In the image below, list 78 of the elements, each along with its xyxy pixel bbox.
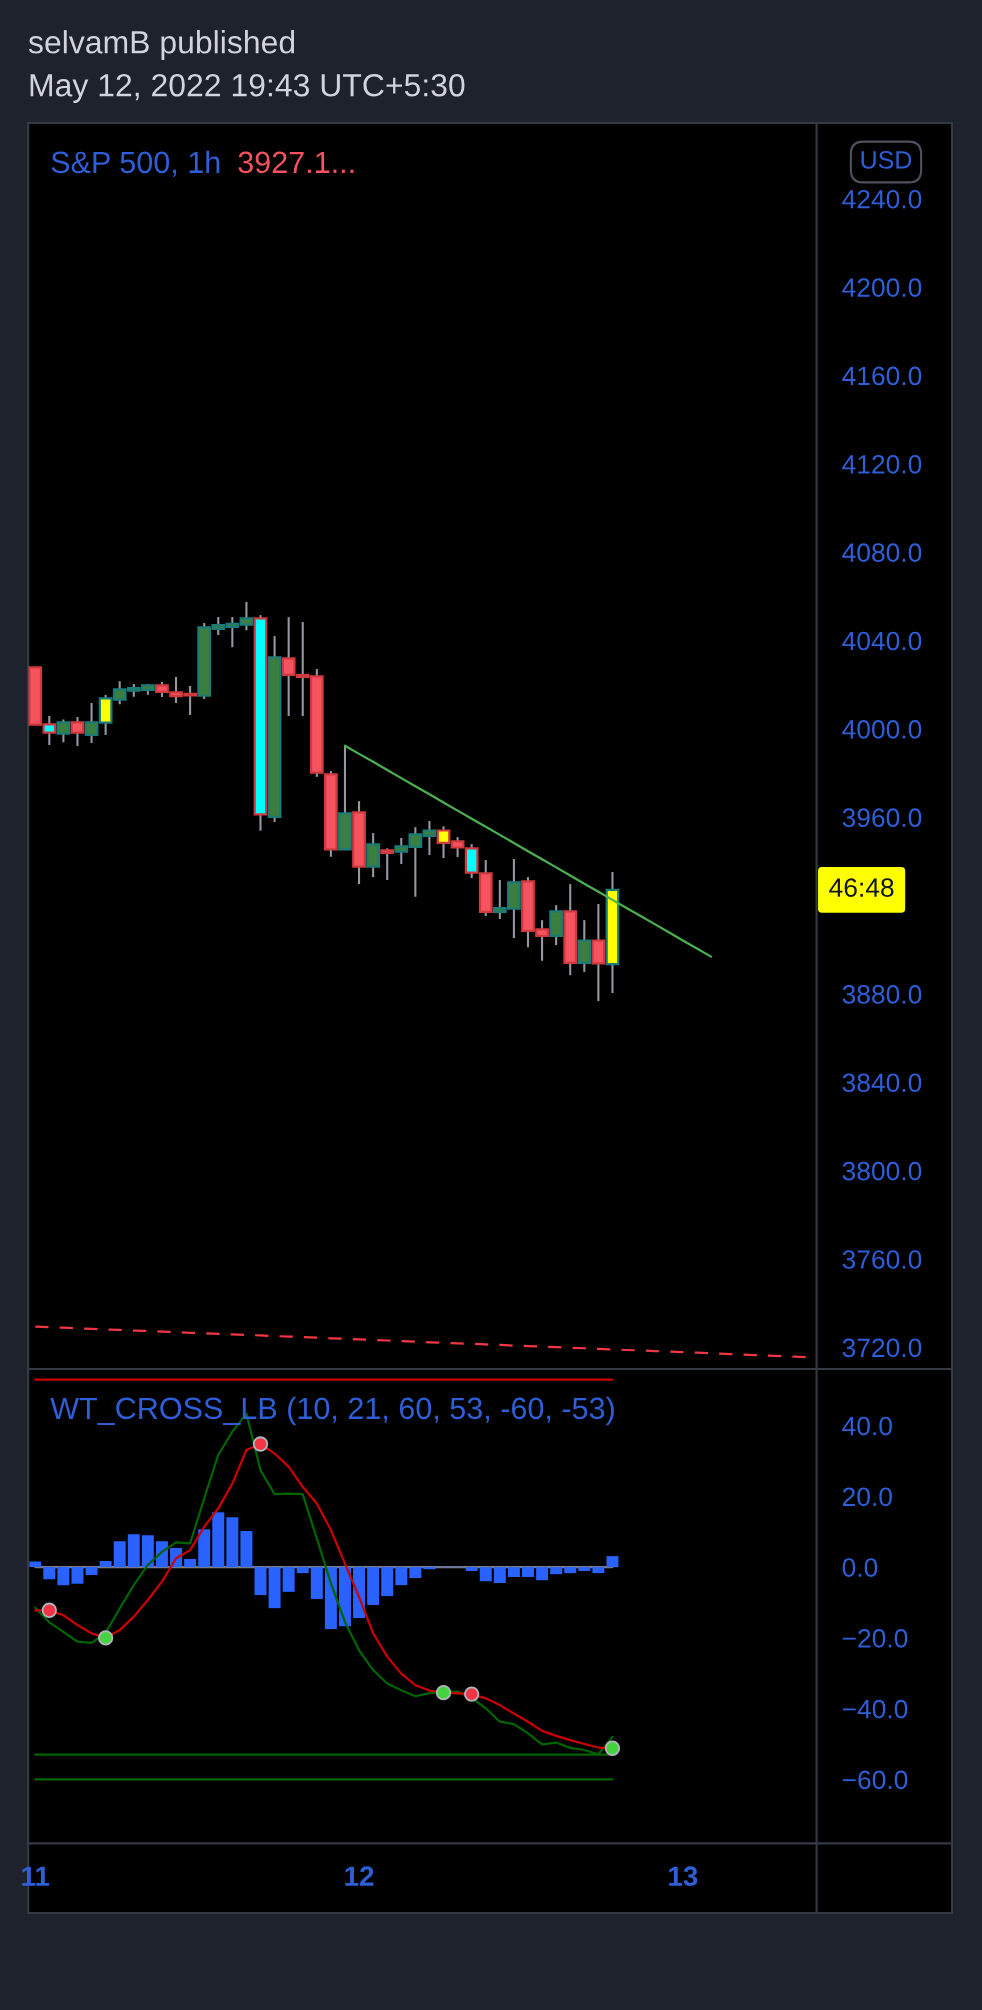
y-tick-label: 4160.0: [842, 366, 922, 386]
bar: [522, 1567, 534, 1578]
point: [604, 1740, 621, 1756]
bar: [507, 1567, 520, 1578]
y-tick-label: 3960.0: [842, 808, 922, 828]
bar: [367, 1567, 380, 1605]
bar: [409, 1567, 422, 1579]
y-tick-label: 3800.0: [842, 1161, 922, 1181]
bar: [296, 1567, 309, 1574]
bar: [381, 1567, 394, 1597]
x-tick-label: 12: [345, 1866, 374, 1886]
y-tick-label: 3840.0: [842, 1073, 922, 1093]
bar: [536, 1567, 549, 1581]
y-tick-label: −20.0: [842, 1629, 908, 1648]
bar: [564, 1567, 577, 1574]
bar: [43, 1567, 56, 1580]
candlestick: [380, 847, 395, 882]
bar: [184, 1558, 197, 1568]
y-tick-label: 3720.0: [842, 1338, 922, 1358]
point: [97, 1630, 114, 1646]
bar: [212, 1512, 225, 1568]
bar: [29, 1561, 42, 1568]
x-tick-label: 11: [22, 1866, 50, 1886]
point: [41, 1602, 57, 1618]
y-tick-label: 40.0: [842, 1416, 892, 1436]
bar: [578, 1567, 591, 1571]
text: S&P 500, 1h: [51, 150, 220, 177]
y-tick-label: 0.0: [842, 1558, 878, 1577]
bar: [493, 1567, 506, 1584]
bar: [423, 1567, 436, 1570]
bar: [268, 1567, 281, 1609]
bar: [254, 1567, 267, 1596]
y-tick-label: 20.0: [842, 1487, 892, 1507]
text: 46:48: [829, 878, 894, 897]
candlestick: [366, 832, 381, 879]
y-tick-label: −40.0: [842, 1699, 908, 1719]
text: USD: [861, 151, 912, 169]
y-tick-label: 3760.0: [842, 1250, 922, 1269]
bar: [85, 1567, 98, 1575]
bar: [240, 1531, 253, 1568]
bar: [226, 1517, 239, 1568]
bar: [282, 1567, 295, 1592]
bar: [141, 1535, 154, 1568]
text: selvamB published: [28, 30, 295, 60]
y-tick-label: 4200.0: [842, 278, 922, 297]
y-tick-label: −60.0: [842, 1770, 908, 1790]
annotation: 3927.1...: [238, 151, 354, 174]
y-tick-label: 4240.0: [842, 189, 922, 209]
bar: [71, 1567, 84, 1584]
bar: [198, 1529, 211, 1568]
point: [252, 1436, 269, 1452]
y-tick-label: 4080.0: [842, 543, 922, 562]
bar: [395, 1567, 408, 1586]
bar: [606, 1556, 619, 1568]
bar: [592, 1567, 605, 1574]
y-tick-label: 3880.0: [842, 985, 922, 1004]
bar: [57, 1567, 70, 1586]
y-tick-label: 4120.0: [842, 454, 922, 474]
bar: [310, 1567, 323, 1599]
candlestick: [70, 715, 85, 748]
text: WT_CROSS_LB (10, 21, 60, 53, -60, -53): [50, 1396, 614, 1426]
bar: [550, 1567, 563, 1575]
x-tick-label: 13: [669, 1866, 698, 1887]
candlestick: [577, 919, 592, 973]
bar: [465, 1567, 478, 1571]
bar: [99, 1561, 112, 1568]
candlestick: [56, 718, 71, 744]
line-series: [343, 744, 713, 958]
bar: [127, 1534, 140, 1568]
bar: [479, 1567, 492, 1582]
y-tick-label: 4040.0: [842, 631, 922, 651]
bar: [113, 1541, 126, 1568]
y-tick-label: 4000.0: [842, 720, 922, 739]
point: [435, 1685, 452, 1701]
bar: [324, 1567, 337, 1630]
candlestick: [591, 903, 606, 1003]
text: May 12, 2022 19:43 UTC+5:30: [30, 73, 465, 103]
point: [464, 1686, 480, 1702]
